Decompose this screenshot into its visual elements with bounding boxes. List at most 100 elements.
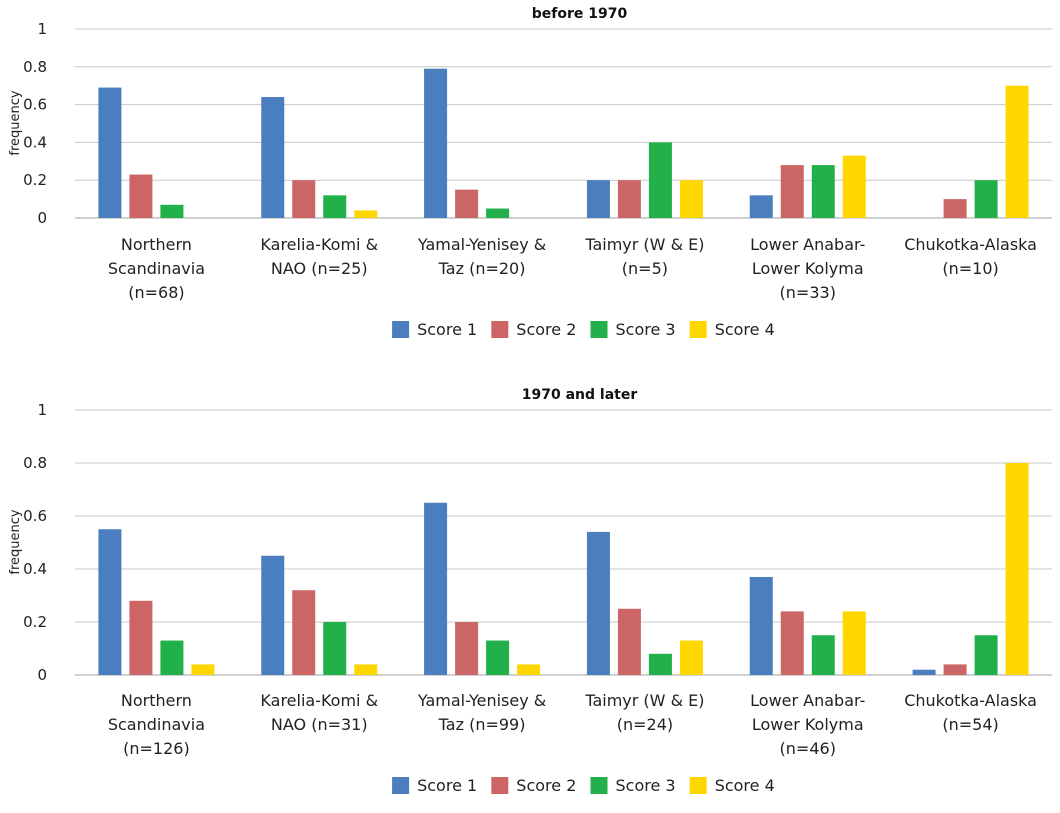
bar (323, 195, 347, 218)
category-label: (n=33) (780, 283, 836, 302)
category-label: Lower Kolyma (752, 259, 864, 278)
category-label: NAO (n=31) (271, 715, 368, 734)
bar (455, 622, 479, 675)
bar (842, 611, 866, 675)
legend-swatch (590, 777, 608, 794)
bar (974, 635, 998, 675)
bar (679, 180, 703, 218)
bar (191, 664, 215, 675)
legend-item: Score 3 (590, 776, 676, 795)
bar (455, 189, 479, 218)
bar (160, 204, 184, 218)
legend-item: Score 4 (689, 320, 775, 339)
bar (811, 635, 835, 675)
category-label: Taz (n=20) (438, 259, 526, 278)
legend-swatch (392, 777, 410, 794)
y-tick-label: 0.4 (23, 560, 47, 578)
category-label: Northern (121, 235, 192, 254)
bar (261, 97, 285, 218)
y-tick-label: 0.6 (23, 96, 47, 114)
category-label: Yamal-Yenisey & (417, 235, 546, 254)
legend-item: Score 3 (590, 320, 676, 339)
bar (780, 611, 804, 675)
bar (486, 640, 510, 675)
bar (780, 165, 804, 218)
bar (424, 502, 448, 675)
y-axis-label: frequency (8, 509, 23, 575)
bar (617, 608, 641, 675)
chart-panel-1: 0 0.2 0.4 0.6 0.8 1 frequency before 1970 Northe… (8, 6, 1052, 339)
bar (98, 529, 122, 675)
category-label: Scandinavia (108, 715, 205, 734)
bar (1005, 85, 1029, 218)
bar (424, 68, 448, 218)
category-label: Lower Kolyma (752, 715, 864, 734)
bar (486, 208, 510, 218)
bar (842, 155, 866, 218)
chart-panel-2: 0 0.2 0.4 0.6 0.8 1 frequency 1970 and later Nor… (8, 387, 1052, 795)
y-tick-label: 0.8 (23, 454, 47, 472)
legend-label: Score 2 (516, 776, 576, 795)
legend-swatch (689, 777, 707, 794)
category-label: Chukotka-Alaska (904, 235, 1037, 254)
legend-swatch (590, 321, 608, 338)
legend-swatch (491, 777, 509, 794)
bar (912, 669, 936, 675)
legend-label: Score 4 (715, 776, 775, 795)
bar (617, 180, 641, 218)
category-label: Yamal-Yenisey & (417, 691, 546, 710)
category-label: Chukotka-Alaska (904, 691, 1037, 710)
y-tick-label: 0.8 (23, 58, 47, 76)
legend-item: Score 2 (491, 320, 576, 339)
category-label: NAO (n=25) (271, 259, 368, 278)
bar (974, 180, 998, 218)
y-tick-label: 0.4 (23, 133, 47, 151)
bar (292, 180, 316, 218)
legend-item: Score 1 (392, 776, 477, 795)
y-tick-label: 0.2 (23, 171, 47, 189)
bar (943, 664, 967, 675)
bar (160, 640, 184, 675)
y-tick-label: 0 (37, 209, 47, 227)
category-label: Taimyr (W & E) (584, 235, 704, 254)
category-label: Taz (n=99) (438, 715, 526, 734)
category-label: Karelia-Komi & (260, 235, 378, 254)
category-label: (n=24) (617, 715, 673, 734)
legend-swatch (689, 321, 707, 338)
bar (679, 640, 703, 675)
legend-swatch (392, 321, 410, 338)
bar (586, 180, 610, 218)
legend-label: Score 3 (616, 776, 676, 795)
legend-label: Score 3 (616, 320, 676, 339)
y-tick-label: 0.2 (23, 613, 47, 631)
bar (749, 195, 773, 218)
category-label: (n=126) (123, 739, 190, 758)
chart-title: before 1970 (532, 6, 628, 22)
bar (1005, 463, 1029, 675)
category-label: (n=10) (942, 259, 998, 278)
bar (586, 531, 610, 675)
bar (261, 555, 285, 675)
category-label: Lower Anabar- (750, 235, 865, 254)
category-label: Lower Anabar- (750, 691, 865, 710)
category-label: (n=5) (622, 259, 668, 278)
legend-swatch (491, 321, 509, 338)
bar (517, 664, 541, 675)
y-tick-label: 1 (37, 20, 47, 38)
chart-title: 1970 and later (522, 387, 638, 403)
bar (943, 199, 967, 218)
y-tick-label: 0.6 (23, 507, 47, 525)
bar (129, 600, 153, 675)
legend-label: Score 1 (417, 776, 477, 795)
bar (98, 87, 122, 218)
legend-item: Score 4 (689, 776, 775, 795)
legend-label: Score 2 (516, 320, 576, 339)
bar (354, 664, 378, 675)
legend-label: Score 4 (715, 320, 775, 339)
bar (129, 174, 153, 218)
bar (648, 142, 672, 218)
y-tick-label: 0 (37, 666, 47, 684)
bar (354, 210, 378, 218)
